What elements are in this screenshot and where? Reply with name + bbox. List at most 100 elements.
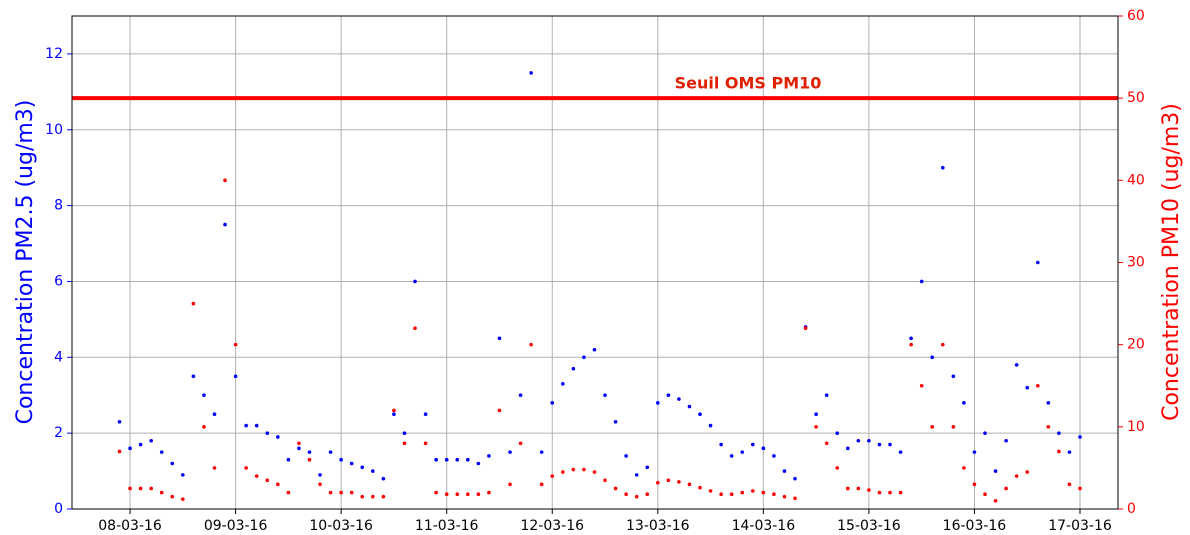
data-point xyxy=(223,178,227,183)
y-tick-label: 0 xyxy=(54,501,63,517)
data-point xyxy=(1025,385,1030,390)
data-point xyxy=(845,446,850,451)
data-point xyxy=(1004,438,1008,443)
data-point xyxy=(930,355,935,360)
data-point xyxy=(993,469,998,473)
data-point xyxy=(793,476,797,481)
data-point xyxy=(782,469,787,473)
data-point xyxy=(423,441,428,446)
data-point xyxy=(413,326,417,331)
data-point xyxy=(592,470,597,474)
data-point xyxy=(603,478,607,483)
data-point xyxy=(1067,450,1072,454)
data-point xyxy=(1057,449,1061,454)
data-point xyxy=(212,466,217,470)
data-point xyxy=(307,457,312,462)
y2-tick-label: 30 xyxy=(1127,255,1145,271)
data-point xyxy=(487,490,491,495)
data-point xyxy=(750,489,755,493)
y2-axis-label: Concentration PM10 (ug/m3) xyxy=(1159,103,1184,421)
data-point xyxy=(666,393,671,398)
data-point xyxy=(371,494,375,499)
data-point xyxy=(687,404,692,409)
data-point xyxy=(919,279,924,284)
data-point xyxy=(191,301,196,306)
data-point xyxy=(645,465,650,470)
data-point xyxy=(814,412,818,416)
data-point xyxy=(582,467,586,472)
data-point xyxy=(719,442,723,447)
data-point xyxy=(624,492,628,497)
y-tick-label: 6 xyxy=(54,273,63,289)
data-point xyxy=(1057,431,1061,435)
data-point xyxy=(1014,363,1019,367)
data-point xyxy=(729,454,734,458)
data-point xyxy=(233,342,238,347)
data-point xyxy=(582,355,586,360)
data-point xyxy=(698,485,702,490)
x-tick-label: 17-03-16 xyxy=(1048,518,1112,534)
data-point xyxy=(814,425,818,429)
data-point xyxy=(656,480,660,485)
data-point xyxy=(423,412,428,416)
data-point xyxy=(919,383,924,388)
data-point xyxy=(508,450,512,454)
data-point xyxy=(951,374,956,379)
data-point xyxy=(634,473,639,477)
data-point xyxy=(518,441,523,446)
data-point xyxy=(677,397,681,401)
data-point xyxy=(645,492,650,497)
data-point xyxy=(1078,486,1082,491)
data-point xyxy=(803,326,808,331)
data-point xyxy=(128,446,132,451)
data-point xyxy=(149,438,153,443)
y-tick-label: 4 xyxy=(54,349,63,365)
data-point xyxy=(276,482,280,487)
data-point xyxy=(898,490,903,495)
data-point xyxy=(550,401,555,405)
data-point xyxy=(339,490,343,495)
threshold-label: Seuil OMS PM10 xyxy=(675,74,822,93)
data-point xyxy=(508,482,512,487)
data-point xyxy=(1014,474,1019,478)
data-point xyxy=(761,446,766,451)
data-point xyxy=(561,382,565,386)
data-point xyxy=(603,393,607,398)
data-point xyxy=(930,425,935,429)
data-point xyxy=(856,486,861,491)
data-point xyxy=(381,476,386,481)
data-point xyxy=(666,478,671,483)
data-point xyxy=(434,457,438,462)
data-point xyxy=(634,494,639,499)
data-point xyxy=(550,474,555,478)
data-point xyxy=(413,279,417,284)
data-point xyxy=(972,450,977,454)
data-point xyxy=(656,401,660,405)
data-point xyxy=(708,489,713,493)
data-point xyxy=(518,393,523,398)
data-point xyxy=(951,425,956,429)
data-point xyxy=(455,457,460,462)
data-point xyxy=(1046,425,1051,429)
x-tick-label: 09-03-16 xyxy=(204,518,268,534)
data-point xyxy=(202,425,206,429)
data-point xyxy=(170,461,175,466)
data-point xyxy=(687,482,692,487)
data-point xyxy=(276,435,280,439)
data-point xyxy=(888,442,892,447)
data-point xyxy=(539,450,544,454)
data-point xyxy=(349,461,354,466)
data-point xyxy=(761,490,766,495)
data-point xyxy=(244,423,248,428)
data-point xyxy=(983,492,987,497)
data-point xyxy=(149,486,153,491)
data-point xyxy=(181,497,185,501)
data-point xyxy=(371,469,375,473)
data-point xyxy=(613,419,618,424)
y2-tick-label: 10 xyxy=(1127,419,1145,435)
y2-tick-label: 20 xyxy=(1127,337,1145,353)
data-point xyxy=(212,412,217,416)
data-point xyxy=(698,412,702,416)
data-point xyxy=(867,488,871,492)
